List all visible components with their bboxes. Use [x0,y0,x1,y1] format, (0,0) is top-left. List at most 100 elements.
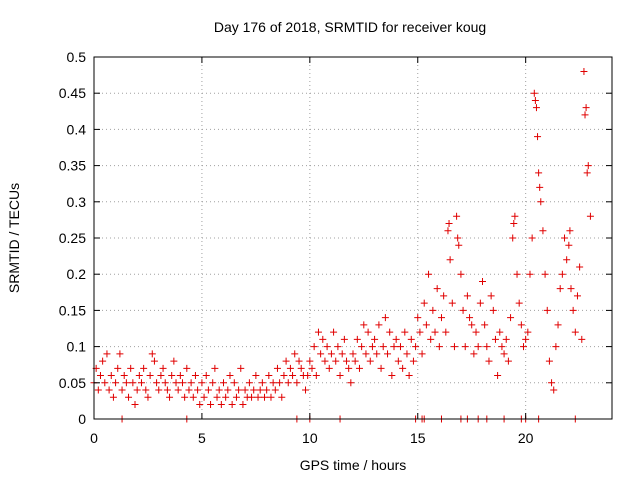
data-point [459,306,467,314]
data-point [256,386,264,394]
data-point [567,285,575,293]
data-point [325,364,333,372]
data-point [581,111,589,119]
y-tick-label: 0.35 [59,158,86,174]
data-point [271,386,279,394]
data-point [209,379,217,387]
data-point [302,386,310,394]
data-point [455,241,463,249]
data-point [174,386,182,394]
data-point [189,393,197,401]
data-point [504,357,512,365]
data-point [558,270,566,278]
data-point [226,372,234,380]
data-point [571,328,579,336]
data-point [127,364,135,372]
data-point [409,357,417,365]
data-point [457,270,465,278]
data-point [552,343,560,351]
data-point [284,379,292,387]
data-point [545,357,553,365]
data-point [461,343,469,351]
data-point [135,372,143,380]
data-point [390,343,398,351]
data-point [144,393,152,401]
data-point [289,372,297,380]
data-point [217,401,225,409]
data-point [507,314,515,322]
data-point [96,372,104,380]
data-point [440,292,448,300]
data-point [463,292,471,300]
data-point [176,372,184,380]
data-point [491,335,499,343]
data-point [153,379,161,387]
data-point [194,386,202,394]
data-point [349,350,357,358]
data-point [148,350,156,358]
data-point [295,357,303,365]
y-tick-label: 0.45 [59,85,86,101]
data-point [418,350,426,358]
data-point [159,364,167,372]
data-point [211,364,219,372]
data-point [114,364,122,372]
data-point [200,393,208,401]
data-points [90,67,594,423]
data-point [163,386,171,394]
data-point [312,372,320,380]
data-point [245,379,253,387]
data-point [444,227,452,235]
data-point [334,343,342,351]
data-point [448,299,456,307]
data-point [563,256,571,264]
data-point [122,379,130,387]
data-point [543,306,551,314]
data-point [566,227,574,235]
data-point [276,379,284,387]
data-point [517,321,525,329]
data-point [343,357,351,365]
data-point [420,299,428,307]
data-point [107,372,115,380]
data-point [336,372,344,380]
data-point [548,379,556,387]
data-point [414,314,422,322]
y-tick-label: 0.5 [67,49,87,65]
data-point [116,350,124,358]
data-point [435,343,443,351]
data-point [213,393,221,401]
data-point [112,379,120,387]
y-tick-label: 0.25 [59,230,86,246]
data-point [220,379,227,387]
data-point [474,343,482,351]
data-point [168,372,176,380]
x-tick-label: 10 [302,430,318,446]
data-point [534,133,542,141]
data-point [554,321,562,329]
data-point [232,393,240,401]
data-point [332,357,340,365]
data-point [583,169,591,177]
data-point [202,372,210,380]
data-point [317,350,325,358]
data-point [137,379,145,387]
data-point [207,401,215,409]
data-point [384,350,392,358]
data-point [576,263,584,271]
data-point [237,364,245,372]
data-point [278,393,286,401]
data-point [323,343,331,351]
data-point [235,386,243,394]
data-point [250,386,258,394]
data-point [539,227,547,235]
data-point [187,379,195,387]
data-point [407,335,415,343]
data-point [248,393,256,401]
data-point [146,372,154,380]
data-point [396,343,404,351]
data-point [183,364,191,372]
y-tick-label: 0.1 [67,339,87,355]
data-point [403,350,411,358]
